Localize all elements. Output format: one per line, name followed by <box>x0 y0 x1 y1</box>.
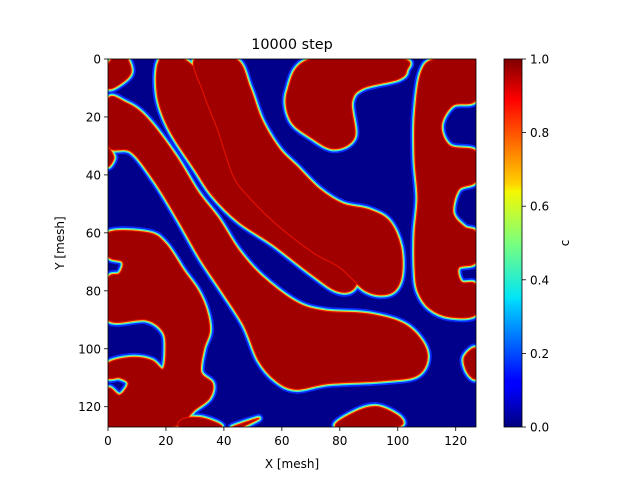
colorbar-ticks: 0.0 0.2 0.4 0.6 0.8 1.0 <box>522 53 549 435</box>
domain-8 <box>176 416 223 427</box>
y-tick-label: 20 <box>86 110 101 124</box>
domain-1 <box>108 95 428 390</box>
y-tick-label: 100 <box>78 342 101 356</box>
x-axis-ticks: 0 20 40 60 80 100 120 <box>104 427 467 448</box>
y-axis-label: Y [mesh] <box>53 216 67 270</box>
colorbar-tick-label: 0.8 <box>530 126 549 140</box>
y-tick-label: 80 <box>86 284 101 298</box>
colorbar-tick-label: 1.0 <box>530 53 549 67</box>
x-axis-label: X [mesh] <box>265 457 319 471</box>
colorbar-tick-label: 0.0 <box>530 421 549 435</box>
colorbar: 0.0 0.2 0.4 0.6 0.8 1.0 c <box>503 53 572 435</box>
plot-area <box>108 59 476 427</box>
domain-7 <box>231 417 260 427</box>
colorbar-tick-label: 0.4 <box>530 273 549 287</box>
y-tick-label: 120 <box>78 400 101 414</box>
x-tick-label: 40 <box>216 434 231 448</box>
domain-9 <box>334 405 404 427</box>
domain-fills <box>108 59 476 427</box>
domain-11 <box>108 148 115 167</box>
y-tick-label: 40 <box>86 168 101 182</box>
colorbar-label: c <box>558 240 572 247</box>
y-tick-label: 60 <box>86 226 101 240</box>
x-tick-label: 0 <box>104 434 112 448</box>
domain-10 <box>463 347 476 380</box>
x-tick-label: 20 <box>158 434 173 448</box>
domain-3 <box>192 59 403 296</box>
y-axis-ticks: 0 20 40 60 80 100 120 <box>78 53 108 414</box>
y-tick-label: 0 <box>93 53 101 67</box>
colorbar-gradient <box>503 58 523 428</box>
domain-6 <box>108 230 214 427</box>
colorbar-tick-label: 0.2 <box>530 347 549 361</box>
chart-title: 10000 step <box>251 37 332 53</box>
x-tick-label: 80 <box>332 434 347 448</box>
domain-5 <box>413 59 476 319</box>
plot-frame <box>107 58 477 428</box>
domain-0 <box>108 59 132 90</box>
colorbar-tick-label: 0.6 <box>530 200 549 214</box>
domain-4 <box>285 59 411 150</box>
x-tick-label: 120 <box>444 434 467 448</box>
x-tick-label: 100 <box>386 434 409 448</box>
x-tick-label: 60 <box>274 434 289 448</box>
